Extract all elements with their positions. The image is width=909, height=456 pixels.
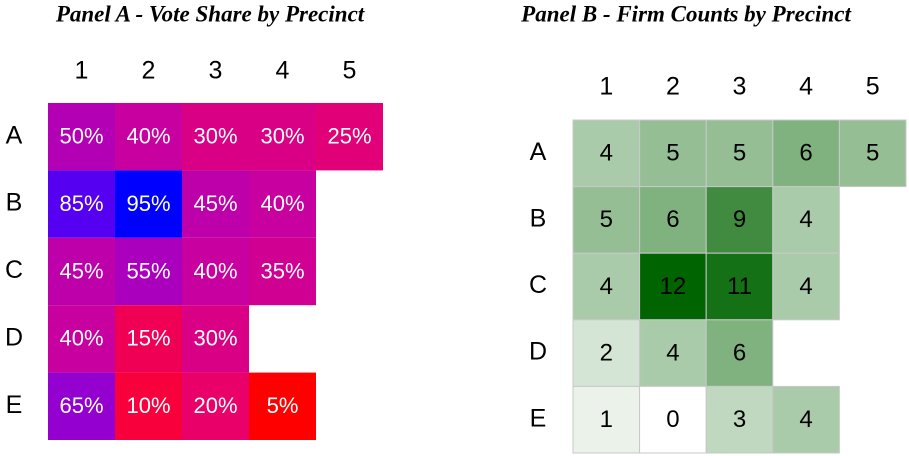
heatmap-cell bbox=[705, 385, 774, 454]
y-tick-label: B bbox=[6, 189, 23, 217]
heatmap-cell bbox=[182, 103, 249, 171]
heatmap-cell bbox=[772, 186, 840, 254]
cell-label: 95% bbox=[126, 191, 170, 216]
cell-label: 5 bbox=[600, 206, 613, 233]
y-tick-label: B bbox=[530, 205, 547, 233]
cell-label: 9 bbox=[733, 206, 746, 233]
x-tick-label: 1 bbox=[75, 57, 89, 85]
cell-label: 15% bbox=[126, 326, 170, 351]
chart-title: Panel A - Vote Share by Precinct bbox=[55, 1, 365, 26]
cell-label: 4 bbox=[799, 206, 812, 233]
y-tick-label: E bbox=[6, 391, 23, 419]
cell-label: 30% bbox=[193, 326, 237, 351]
cell-label: 5% bbox=[267, 393, 299, 418]
cell-label: 40% bbox=[193, 258, 237, 283]
heatmap-cell bbox=[772, 385, 840, 454]
heatmap-cell bbox=[249, 372, 316, 440]
heatmap-cell bbox=[572, 186, 641, 254]
cell-label: 5 bbox=[666, 140, 679, 167]
heatmap-cell bbox=[639, 186, 707, 254]
heatmap-cell bbox=[48, 170, 115, 238]
x-tick-label: 3 bbox=[209, 57, 223, 85]
cell-label: 4 bbox=[600, 273, 613, 300]
cell-label: 1 bbox=[600, 406, 613, 433]
y-tick-label: D bbox=[529, 338, 547, 366]
heatmap-cell bbox=[249, 103, 316, 171]
heatmap-cell bbox=[572, 385, 641, 454]
cell-label: 6 bbox=[733, 339, 746, 366]
cell-label: 3 bbox=[733, 406, 746, 433]
cell-label: 12 bbox=[660, 273, 687, 300]
y-tick-label: C bbox=[5, 256, 23, 284]
cell-label: 30% bbox=[260, 124, 304, 149]
cell-label: 5 bbox=[866, 140, 879, 167]
heatmap-cell bbox=[639, 119, 707, 188]
heatmap-cell bbox=[115, 372, 182, 440]
y-tick-label: E bbox=[530, 404, 547, 432]
heatmap-cell bbox=[572, 319, 641, 387]
y-tick-label: A bbox=[6, 121, 23, 149]
chart-title: Panel B - Firm Counts by Precinct bbox=[520, 1, 851, 26]
heatmap-cell bbox=[48, 237, 115, 306]
cell-label: 85% bbox=[59, 191, 103, 216]
cell-label: 4 bbox=[799, 273, 812, 300]
heatmap-cell bbox=[182, 372, 249, 440]
cell-label: 4 bbox=[799, 406, 812, 433]
heatmap-cell bbox=[182, 305, 249, 373]
cell-label: 10% bbox=[126, 393, 170, 418]
x-tick-label: 4 bbox=[276, 57, 290, 85]
heatmap-cell bbox=[115, 237, 182, 306]
cell-label: 40% bbox=[126, 124, 170, 149]
heatmap-cell bbox=[182, 237, 249, 306]
heatmap-cell bbox=[772, 119, 840, 188]
heatmap-cell bbox=[115, 170, 182, 238]
heatmap-cell bbox=[249, 237, 316, 306]
heatmap-cell bbox=[772, 252, 840, 321]
cell-label: 20% bbox=[193, 393, 237, 418]
cell-label: 6 bbox=[666, 206, 679, 233]
heatmap-cell bbox=[639, 252, 707, 321]
cell-label: 40% bbox=[59, 326, 103, 351]
cell-label: 2 bbox=[600, 339, 613, 366]
cell-label: 5 bbox=[733, 140, 746, 167]
x-tick-label: 4 bbox=[799, 73, 813, 101]
heatmap-cell bbox=[249, 170, 316, 238]
x-tick-label: 5 bbox=[866, 73, 880, 101]
cell-label: 4 bbox=[600, 140, 613, 167]
x-tick-label: 3 bbox=[733, 73, 747, 101]
x-tick-label: 2 bbox=[142, 57, 156, 85]
heatmap-cell bbox=[115, 305, 182, 373]
heatmap-cell bbox=[639, 385, 707, 454]
heatmap-cell bbox=[705, 119, 774, 188]
cell-label: 11 bbox=[727, 273, 752, 300]
cell-label: 50% bbox=[59, 124, 103, 149]
cell-label: 55% bbox=[126, 258, 170, 283]
cell-label: 35% bbox=[260, 258, 304, 283]
cell-label: 25% bbox=[327, 124, 371, 149]
cell-label: 4 bbox=[666, 339, 679, 366]
heatmap-cell bbox=[838, 119, 907, 188]
heatmap-cell bbox=[705, 186, 774, 254]
x-tick-label: 2 bbox=[666, 73, 680, 101]
heatmap-cell bbox=[48, 103, 115, 171]
heatmap-cell bbox=[639, 319, 707, 387]
cell-label: 0 bbox=[666, 406, 679, 433]
cell-label: 40% bbox=[260, 191, 304, 216]
heatmap-cell bbox=[182, 170, 249, 238]
y-tick-label: A bbox=[530, 138, 547, 166]
heatmap-cell bbox=[115, 103, 182, 171]
cell-label: 6 bbox=[799, 140, 812, 167]
heatmap-cell bbox=[316, 103, 383, 171]
y-tick-label: D bbox=[5, 324, 23, 352]
x-tick-label: 5 bbox=[343, 57, 357, 85]
cell-label: 45% bbox=[193, 191, 237, 216]
x-tick-label: 1 bbox=[599, 73, 613, 101]
heatmap-cell bbox=[48, 372, 115, 440]
heatmap-cell bbox=[48, 305, 115, 373]
cell-label: 45% bbox=[59, 258, 103, 283]
cell-label: 30% bbox=[193, 124, 237, 149]
y-tick-label: C bbox=[529, 271, 547, 299]
cell-label: 65% bbox=[59, 393, 103, 418]
